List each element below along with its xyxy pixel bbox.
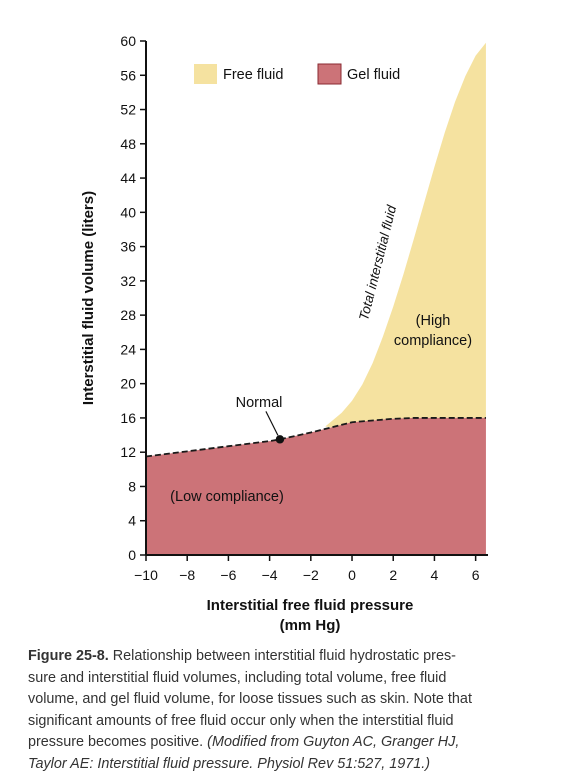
caption-line-4: significant amounts of free fluid occur …: [28, 712, 454, 729]
gel-fluid-area: [146, 417, 486, 555]
free-fluid-area: [325, 42, 486, 428]
high-compliance-label-2: compliance): [394, 333, 472, 349]
normal-point: [275, 435, 285, 444]
legend-label-free-fluid: Free fluid: [223, 67, 283, 83]
x-tick-label: −10: [134, 567, 158, 583]
caption-text-5: pressure becomes positive.: [28, 734, 204, 750]
x-axis-title: Interstitial free fluid pressure: [207, 597, 414, 614]
x-tick-label: 2: [389, 567, 397, 583]
y-tick-label: 52: [120, 102, 136, 118]
x-tick-label: 6: [472, 567, 480, 583]
caption-source-1: (Modified from Guyton AC, Granger HJ,: [207, 734, 460, 750]
y-tick-label: 0: [128, 547, 136, 563]
caption-text-1: Relationship between interstitial fluid …: [112, 648, 456, 664]
y-tick-label: 20: [120, 376, 136, 392]
caption-source-2: Taylor AE: Interstitial fluid pressure. …: [28, 755, 431, 772]
high-compliance-label-1: (High: [416, 313, 451, 329]
y-tick-label: 4: [128, 513, 136, 529]
y-tick-label: 44: [120, 170, 136, 186]
y-tick-label: 8: [128, 478, 136, 494]
x-tick-label: −6: [220, 567, 236, 583]
y-tick-label: 32: [120, 273, 136, 289]
y-tick-label: 60: [120, 33, 136, 49]
y-tick-label: 36: [120, 239, 136, 255]
total-interstitial-fluid-label: Total interstitial fluid: [356, 203, 399, 322]
caption-line-3: volume, and gel fluid volume, for loose …: [28, 691, 472, 707]
x-tick-label: −4: [262, 567, 278, 583]
y-tick-label: 56: [120, 67, 136, 83]
normal-pointer-line: [265, 411, 279, 436]
plot-area: [145, 42, 486, 555]
low-compliance-label: (Low compliance): [170, 489, 284, 505]
y-tick-label: 48: [120, 136, 136, 152]
caption-line-2: sure and interstitial fluid volumes, inc…: [28, 669, 447, 686]
normal-label: Normal: [236, 395, 283, 411]
gel-boundary-line: [145, 417, 486, 458]
x-axis-unit: (mm Hg): [280, 617, 341, 634]
figure-label: Figure 25-8.: [28, 648, 109, 664]
y-tick-label: 40: [120, 204, 136, 220]
legend-label-gel-fluid: Gel fluid: [347, 67, 400, 83]
caption-line-5: pressure becomes positive. (Modified fro…: [28, 732, 548, 754]
x-tick-label: −2: [303, 567, 319, 583]
y-tick-label: 12: [120, 444, 136, 460]
x-tick-label: 0: [348, 567, 356, 583]
y-axis-title: Interstitial fluid volume (liters): [80, 191, 97, 405]
y-tick-label: 16: [120, 410, 136, 426]
legend-swatch-gel-fluid: [317, 63, 342, 85]
caption-line-1: Figure 25-8. Relationship between inters…: [28, 646, 548, 668]
y-tick-label: 24: [120, 341, 136, 357]
y-tick-label: 28: [120, 307, 136, 323]
x-tick-label: 4: [431, 567, 439, 583]
legend-swatch-free-fluid: [194, 64, 217, 84]
figure-caption: Figure 25-8. Relationship between inters…: [28, 646, 548, 775]
x-tick-label: −8: [179, 567, 195, 583]
